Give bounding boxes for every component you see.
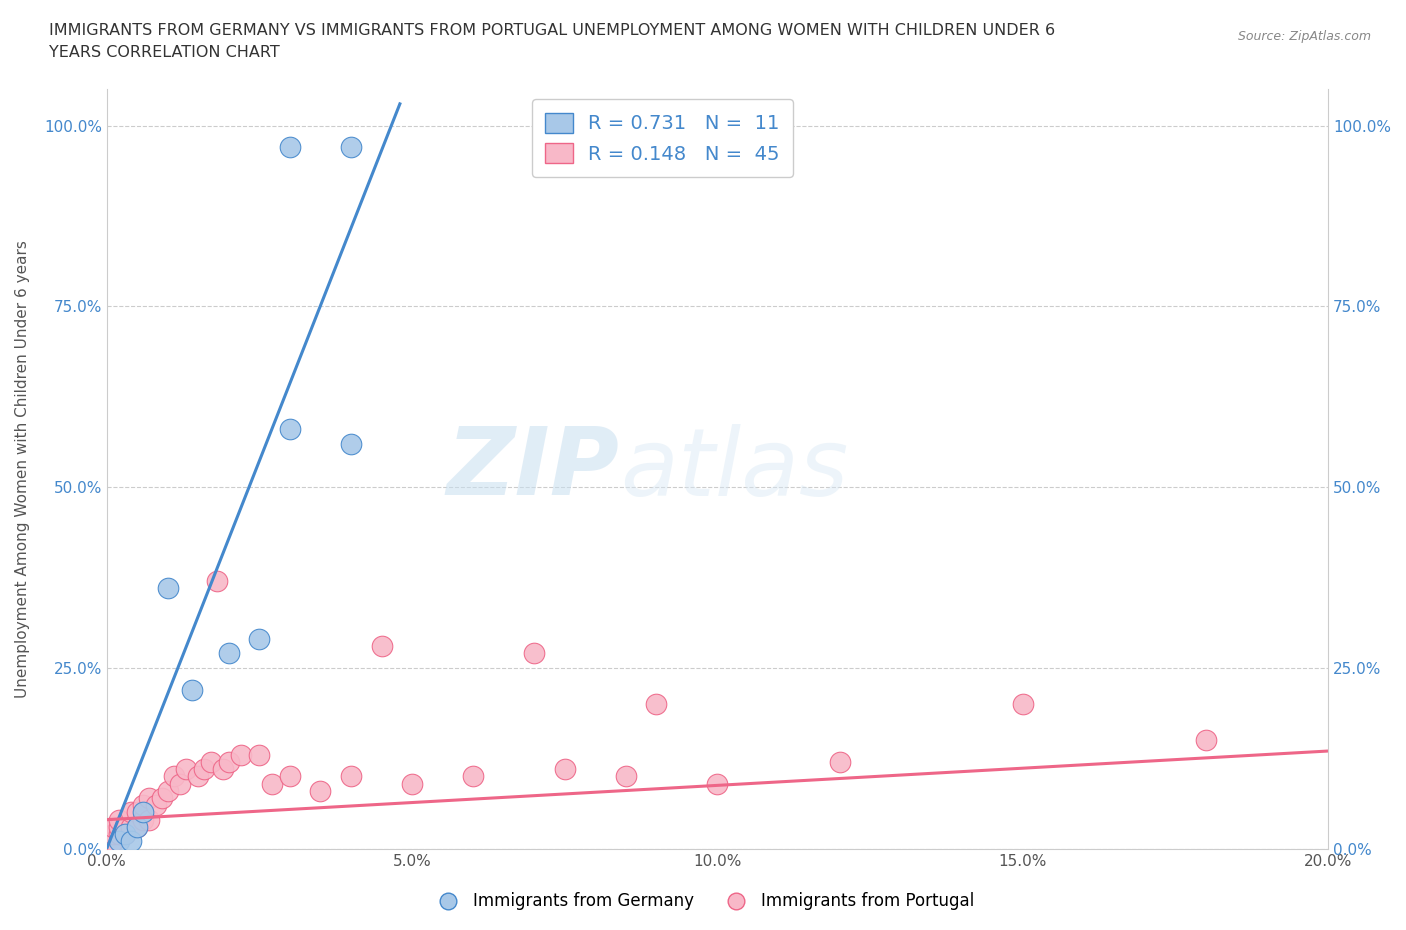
Point bbox=[169, 777, 191, 791]
Point bbox=[101, 827, 124, 842]
Point bbox=[260, 777, 283, 791]
Point bbox=[156, 581, 179, 596]
Legend: R = 0.731   N =  11, R = 0.148   N =  45: R = 0.731 N = 11, R = 0.148 N = 45 bbox=[531, 100, 793, 177]
Point bbox=[114, 827, 136, 842]
Text: atlas: atlas bbox=[620, 423, 848, 514]
Point bbox=[120, 805, 142, 820]
Point bbox=[340, 140, 363, 154]
Point bbox=[370, 639, 392, 654]
Point bbox=[120, 819, 142, 834]
Point bbox=[278, 769, 301, 784]
Point bbox=[193, 762, 215, 777]
Point bbox=[645, 697, 668, 711]
Point bbox=[249, 747, 271, 762]
Point bbox=[554, 762, 576, 777]
Point bbox=[108, 812, 131, 827]
Point bbox=[614, 769, 637, 784]
Point bbox=[181, 682, 204, 697]
Point bbox=[145, 798, 167, 813]
Point bbox=[523, 646, 546, 661]
Point bbox=[127, 805, 149, 820]
Point bbox=[138, 790, 160, 805]
Point bbox=[1011, 697, 1033, 711]
Point bbox=[127, 819, 149, 834]
Point bbox=[249, 631, 271, 646]
Point bbox=[150, 790, 173, 805]
Text: IMMIGRANTS FROM GERMANY VS IMMIGRANTS FROM PORTUGAL UNEMPLOYMENT AMONG WOMEN WIT: IMMIGRANTS FROM GERMANY VS IMMIGRANTS FR… bbox=[49, 23, 1056, 60]
Point bbox=[218, 646, 240, 661]
Point bbox=[706, 777, 728, 791]
Point bbox=[114, 827, 136, 842]
Point bbox=[108, 819, 131, 834]
Point bbox=[828, 754, 851, 769]
Point bbox=[132, 798, 155, 813]
Point bbox=[463, 769, 485, 784]
Point bbox=[200, 754, 222, 769]
Point bbox=[114, 819, 136, 834]
Point bbox=[132, 812, 155, 827]
Point bbox=[132, 805, 155, 820]
Point bbox=[340, 769, 363, 784]
Text: ZIP: ZIP bbox=[447, 423, 620, 515]
Point bbox=[127, 819, 149, 834]
Point bbox=[108, 827, 131, 842]
Point bbox=[187, 769, 209, 784]
Legend: Immigrants from Germany, Immigrants from Portugal: Immigrants from Germany, Immigrants from… bbox=[425, 885, 981, 917]
Point bbox=[211, 762, 233, 777]
Point bbox=[1195, 733, 1218, 748]
Point bbox=[309, 783, 332, 798]
Point bbox=[401, 777, 423, 791]
Point bbox=[108, 834, 131, 849]
Point bbox=[174, 762, 197, 777]
Point bbox=[205, 574, 228, 589]
Point bbox=[229, 747, 252, 762]
Text: Source: ZipAtlas.com: Source: ZipAtlas.com bbox=[1237, 30, 1371, 43]
Point bbox=[156, 783, 179, 798]
Point bbox=[120, 834, 142, 849]
Point bbox=[278, 422, 301, 437]
Point bbox=[218, 754, 240, 769]
Point bbox=[138, 812, 160, 827]
Point bbox=[278, 140, 301, 154]
Point bbox=[101, 819, 124, 834]
Point bbox=[163, 769, 186, 784]
Point bbox=[101, 834, 124, 849]
Point bbox=[340, 436, 363, 451]
Y-axis label: Unemployment Among Women with Children Under 6 years: Unemployment Among Women with Children U… bbox=[15, 240, 30, 698]
